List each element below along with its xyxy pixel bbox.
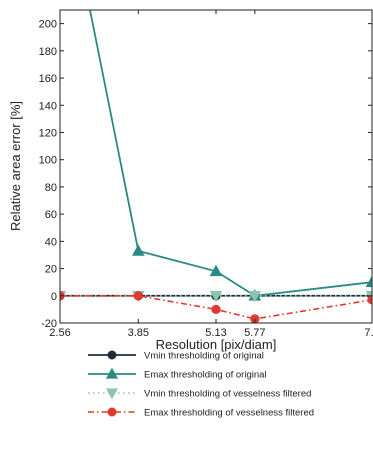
legend-label: Vmin thresholding of vesselness filtered — [144, 389, 311, 400]
x-tick-label: 7.7 — [364, 327, 373, 339]
series-2 — [55, 0, 373, 300]
y-tick-label: 140 — [39, 100, 57, 112]
y-tick-label: 20 — [45, 264, 57, 276]
y-tick-label: 120 — [39, 127, 57, 139]
legend-label: Emax thresholding of original — [144, 370, 267, 381]
x-tick-label: 3.85 — [128, 327, 149, 339]
plot-area — [55, 0, 373, 323]
legend-swatch-marker — [108, 351, 116, 359]
legend-item: Vmin thresholding of vesselness filtered — [88, 389, 311, 400]
y-tick-label: 40 — [45, 236, 57, 248]
y-tick-label: 160 — [39, 73, 57, 85]
y-tick-label: 0 — [51, 291, 57, 303]
data-point — [134, 292, 142, 300]
legend-label: Vmin thresholding of original — [144, 351, 264, 362]
series-line — [60, 0, 372, 296]
legend-label: Emax thresholding of vesselness filtered — [144, 408, 314, 419]
y-tick-label: 100 — [39, 155, 57, 167]
legend-swatch-marker — [108, 408, 116, 416]
y-tick-label: 180 — [39, 46, 57, 58]
y-tick-label: 80 — [45, 182, 57, 194]
x-tick-label: 2.56 — [49, 327, 70, 339]
legend-item: Emax thresholding of original — [88, 369, 267, 381]
y-tick-label: 60 — [45, 209, 57, 221]
legend-item: Vmin thresholding of original — [88, 351, 264, 362]
plot-clip-group — [55, 0, 373, 323]
data-point — [212, 305, 220, 313]
y-tick-label: 200 — [39, 19, 57, 31]
data-point — [133, 245, 144, 255]
legend: Vmin thresholding of original Emax thresh… — [88, 351, 314, 419]
y-axis-title: Relative area error [%] — [8, 101, 23, 231]
legend-item: Emax thresholding of vesselness filtered — [88, 408, 314, 419]
